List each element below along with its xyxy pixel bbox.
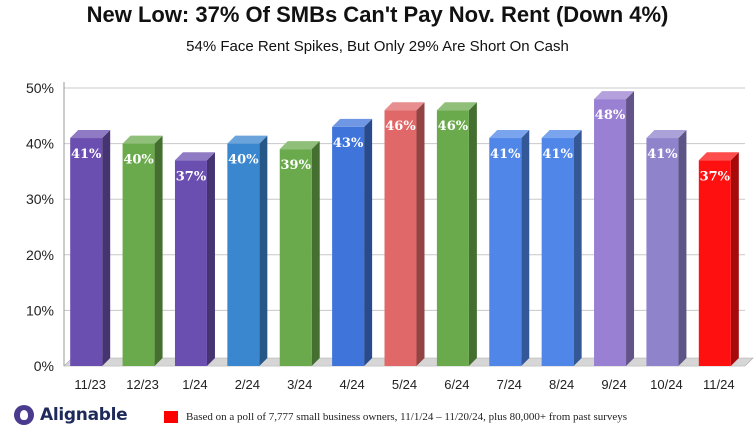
data-label: 41%: [71, 147, 102, 162]
bar-top: [332, 118, 373, 127]
data-label: 41%: [647, 147, 678, 162]
brand-logo: Alignable: [14, 404, 128, 426]
bar-top: [122, 135, 163, 144]
y-tick-label: 0%: [34, 358, 54, 374]
bar: [646, 138, 679, 366]
bar: [384, 110, 417, 367]
data-label: 40%: [228, 153, 259, 168]
data-label: 46%: [438, 119, 469, 134]
bar: [174, 160, 207, 366]
y-tick-label: 10%: [26, 302, 54, 318]
x-tick-label: 1/24: [182, 377, 207, 392]
bar-side: [573, 130, 582, 366]
bar-top: [174, 152, 215, 161]
bar-side: [678, 130, 687, 366]
bar: [227, 143, 260, 366]
data-label: 37%: [176, 169, 207, 184]
bar: [279, 149, 312, 366]
data-label: 48%: [595, 108, 626, 123]
bar-side: [102, 130, 111, 366]
data-label: 41%: [490, 147, 521, 162]
y-tick-label: 30%: [26, 191, 54, 207]
bar: [698, 160, 731, 366]
x-tick-label: 10/24: [650, 377, 683, 392]
bar-side: [626, 91, 635, 367]
bar-top: [594, 91, 635, 100]
x-tick-label: 4/24: [339, 377, 364, 392]
data-label: 37%: [700, 169, 731, 184]
bar-top: [541, 130, 582, 139]
bar-side: [206, 152, 215, 366]
bar-side: [259, 135, 268, 366]
x-tick-label: 9/24: [601, 377, 626, 392]
bar-side: [416, 102, 425, 367]
chart-title: New Low: 37% Of SMBs Can't Pay Nov. Rent…: [86, 2, 669, 27]
bar-top: [279, 141, 320, 150]
x-tick-label: 2/24: [235, 377, 260, 392]
x-tick-label: 5/24: [392, 377, 417, 392]
data-label: 39%: [281, 158, 312, 173]
bar-side: [730, 152, 739, 366]
bar-top: [384, 102, 425, 111]
data-label: 43%: [333, 136, 364, 151]
bar-side: [521, 130, 530, 366]
bar: [332, 126, 365, 366]
bar-side: [311, 141, 320, 366]
y-tick-label: 20%: [26, 247, 54, 263]
alignable-logo-icon: [14, 405, 34, 425]
footnote: Based on a poll of 7,777 small business …: [164, 410, 627, 424]
bar: [594, 99, 627, 367]
x-tick-label: 7/24: [497, 377, 522, 392]
x-tick-label: 8/24: [549, 377, 574, 392]
logo-text: Alignable: [40, 405, 128, 425]
data-label: 46%: [385, 119, 416, 134]
x-tick-label: 11/24: [703, 377, 735, 392]
bar-top: [227, 135, 268, 144]
bar-top: [436, 102, 477, 111]
bar: [489, 138, 522, 366]
footnote-legend-swatch: [164, 411, 178, 423]
data-label: 41%: [542, 147, 573, 162]
bar-side: [154, 135, 163, 366]
x-tick-label: 11/23: [74, 377, 106, 392]
x-tick-label: 3/24: [287, 377, 312, 392]
bar: [70, 138, 103, 366]
bar: [541, 138, 574, 366]
bar-top: [70, 130, 111, 139]
footnote-text: Based on a poll of 7,777 small business …: [186, 411, 628, 423]
x-tick-label: 6/24: [444, 377, 469, 392]
bar-side: [468, 102, 477, 367]
y-tick-label: 40%: [26, 136, 54, 152]
y-tick-label: 50%: [26, 80, 54, 96]
data-label: 40%: [123, 153, 154, 168]
bar-top: [646, 130, 687, 139]
bar-top: [489, 130, 530, 139]
x-tick-label: 12/23: [126, 377, 159, 392]
bar-side: [364, 118, 373, 366]
bar: [436, 110, 469, 367]
chart-subtitle: 54% Face Rent Spikes, But Only 29% Are S…: [186, 38, 569, 55]
bar: [122, 143, 155, 366]
bar-top: [698, 152, 739, 161]
